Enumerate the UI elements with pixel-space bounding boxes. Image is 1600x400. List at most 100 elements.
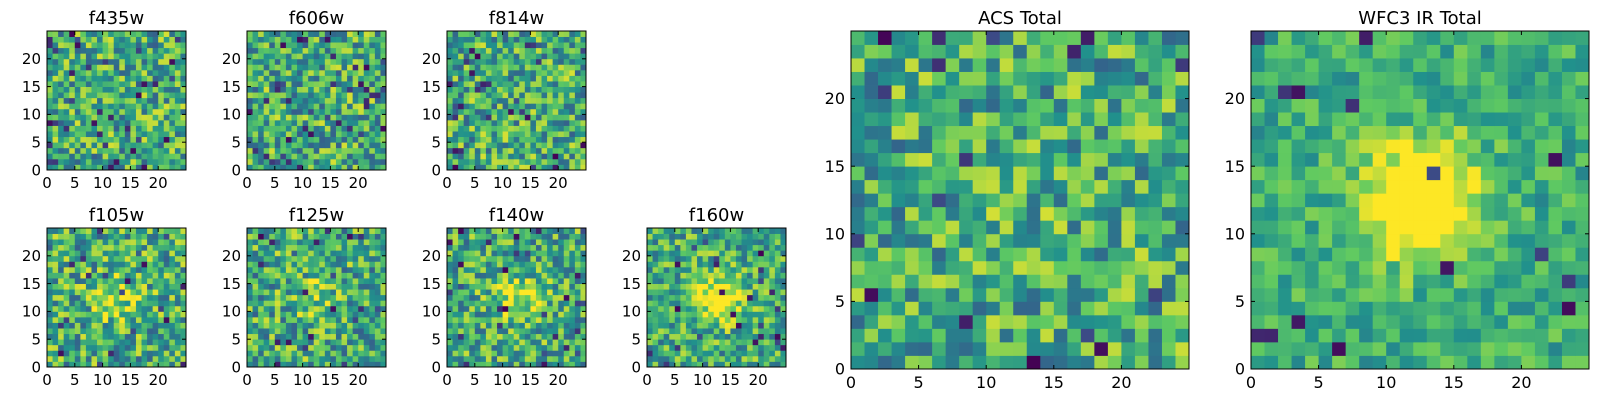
heatmap-cell: [574, 244, 581, 251]
heatmap-cell: [685, 266, 692, 273]
heatmap-cell: [247, 328, 253, 335]
heatmap-cell: [152, 147, 159, 154]
heatmap-cell: [530, 250, 537, 257]
heatmap-cell: [308, 283, 315, 290]
heatmap-cell: [558, 272, 565, 279]
heatmap-cell: [535, 322, 542, 329]
heatmap-cell: [1053, 220, 1068, 235]
heatmap-cell: [91, 142, 98, 149]
heatmap-cell: [497, 58, 503, 65]
heatmap-cell: [330, 42, 337, 49]
heatmap-cell: [469, 86, 476, 93]
heatmap-cell: [535, 81, 542, 87]
heatmap-cell: [113, 164, 120, 171]
heatmap-cell: [158, 86, 165, 93]
heatmap-cell: [180, 233, 187, 240]
heatmap-cell: [47, 355, 53, 362]
heatmap-cell: [285, 250, 292, 257]
heatmap-cell: [497, 361, 503, 368]
heatmap-cell: [63, 108, 70, 115]
heatmap-cell: [102, 42, 109, 49]
heatmap-cell: [513, 153, 520, 160]
heatmap-cell: [269, 42, 276, 49]
heatmap-cell: [274, 244, 281, 251]
heatmap-cell: [263, 47, 270, 54]
heatmap-cell: [341, 250, 348, 257]
heatmap-cell: [535, 316, 542, 323]
heatmap-cell: [774, 350, 781, 357]
heatmap-cell: [452, 75, 459, 82]
heatmap-cell: [580, 153, 587, 160]
heatmap-cell: [130, 255, 137, 262]
heatmap-cell: [91, 114, 98, 121]
heatmap-cell: [247, 272, 253, 279]
heatmap-cell: [932, 287, 947, 302]
heatmap-cell: [113, 114, 120, 121]
heatmap-cell: [47, 311, 53, 318]
heatmap-cell: [141, 69, 148, 76]
heatmap-cell: [102, 355, 109, 362]
heatmap-cell: [569, 239, 576, 246]
heatmap-cell: [308, 153, 315, 160]
heatmap-cell: [302, 125, 309, 132]
heatmap-cell: [335, 228, 342, 234]
heatmap-cell: [352, 344, 359, 351]
heatmap-cell: [124, 81, 131, 87]
heatmap-cell: [1148, 314, 1163, 329]
heatmap-cell: [119, 300, 126, 307]
heatmap-cell: [647, 272, 653, 279]
heatmap-cell: [291, 86, 298, 93]
heatmap-cell: [141, 289, 148, 296]
heatmap-cell: [269, 153, 276, 160]
heatmap-cell: [524, 250, 531, 257]
heatmap-cell: [269, 350, 276, 357]
heatmap-cell: [97, 42, 103, 49]
heatmap-cell: [480, 53, 487, 60]
heatmap-cell: [1134, 193, 1149, 208]
heatmap-cell: [563, 92, 570, 99]
heatmap-cell: [652, 266, 659, 273]
heatmap-cell: [47, 361, 53, 368]
heatmap-cell: [174, 47, 181, 54]
heatmap-cell: [447, 361, 453, 368]
heatmap-cell: [269, 272, 276, 279]
heatmap-cell: [491, 114, 498, 121]
heatmap-cell: [169, 164, 176, 171]
heatmap-cell: [497, 228, 503, 234]
heatmap-cell: [474, 64, 481, 71]
heatmap-cell: [524, 300, 531, 307]
heatmap-cell: [169, 294, 176, 301]
heatmap-cell: [363, 294, 370, 301]
heatmap-cell: [358, 31, 365, 37]
heatmap-cell: [352, 350, 359, 357]
heatmap-cell: [252, 266, 259, 273]
heatmap-cell: [758, 261, 765, 268]
heatmap-cell: [147, 81, 154, 87]
heatmap-cell: [959, 260, 974, 275]
heatmap-cell: [680, 228, 687, 234]
heatmap-cell: [180, 316, 187, 323]
heatmap-cell: [69, 42, 76, 49]
heatmap-cell: [1067, 314, 1082, 329]
heatmap-cell: [174, 31, 181, 37]
heatmap-cell: [580, 239, 587, 246]
heatmap-cell: [508, 350, 515, 357]
heatmap-cell: [324, 47, 331, 54]
heatmap-cell: [502, 92, 509, 99]
heatmap-cell: [918, 247, 933, 262]
heatmap-cell: [169, 47, 176, 54]
heatmap-cell: [119, 289, 126, 296]
heatmap-cell: [297, 233, 303, 240]
heatmap-cell: [363, 344, 370, 351]
heatmap-cell: [691, 244, 698, 251]
heatmap-cell: [780, 344, 787, 351]
heatmap-cell: [302, 278, 309, 284]
x-tick-label: 10: [293, 174, 312, 192]
heatmap-cell: [47, 158, 53, 165]
heatmap-cell: [519, 350, 526, 357]
heatmap-cell: [274, 147, 281, 154]
heatmap-cell: [697, 255, 703, 262]
heatmap-cell: [851, 341, 865, 356]
heatmap-cell: [313, 300, 320, 307]
heatmap-cell: [480, 92, 487, 99]
